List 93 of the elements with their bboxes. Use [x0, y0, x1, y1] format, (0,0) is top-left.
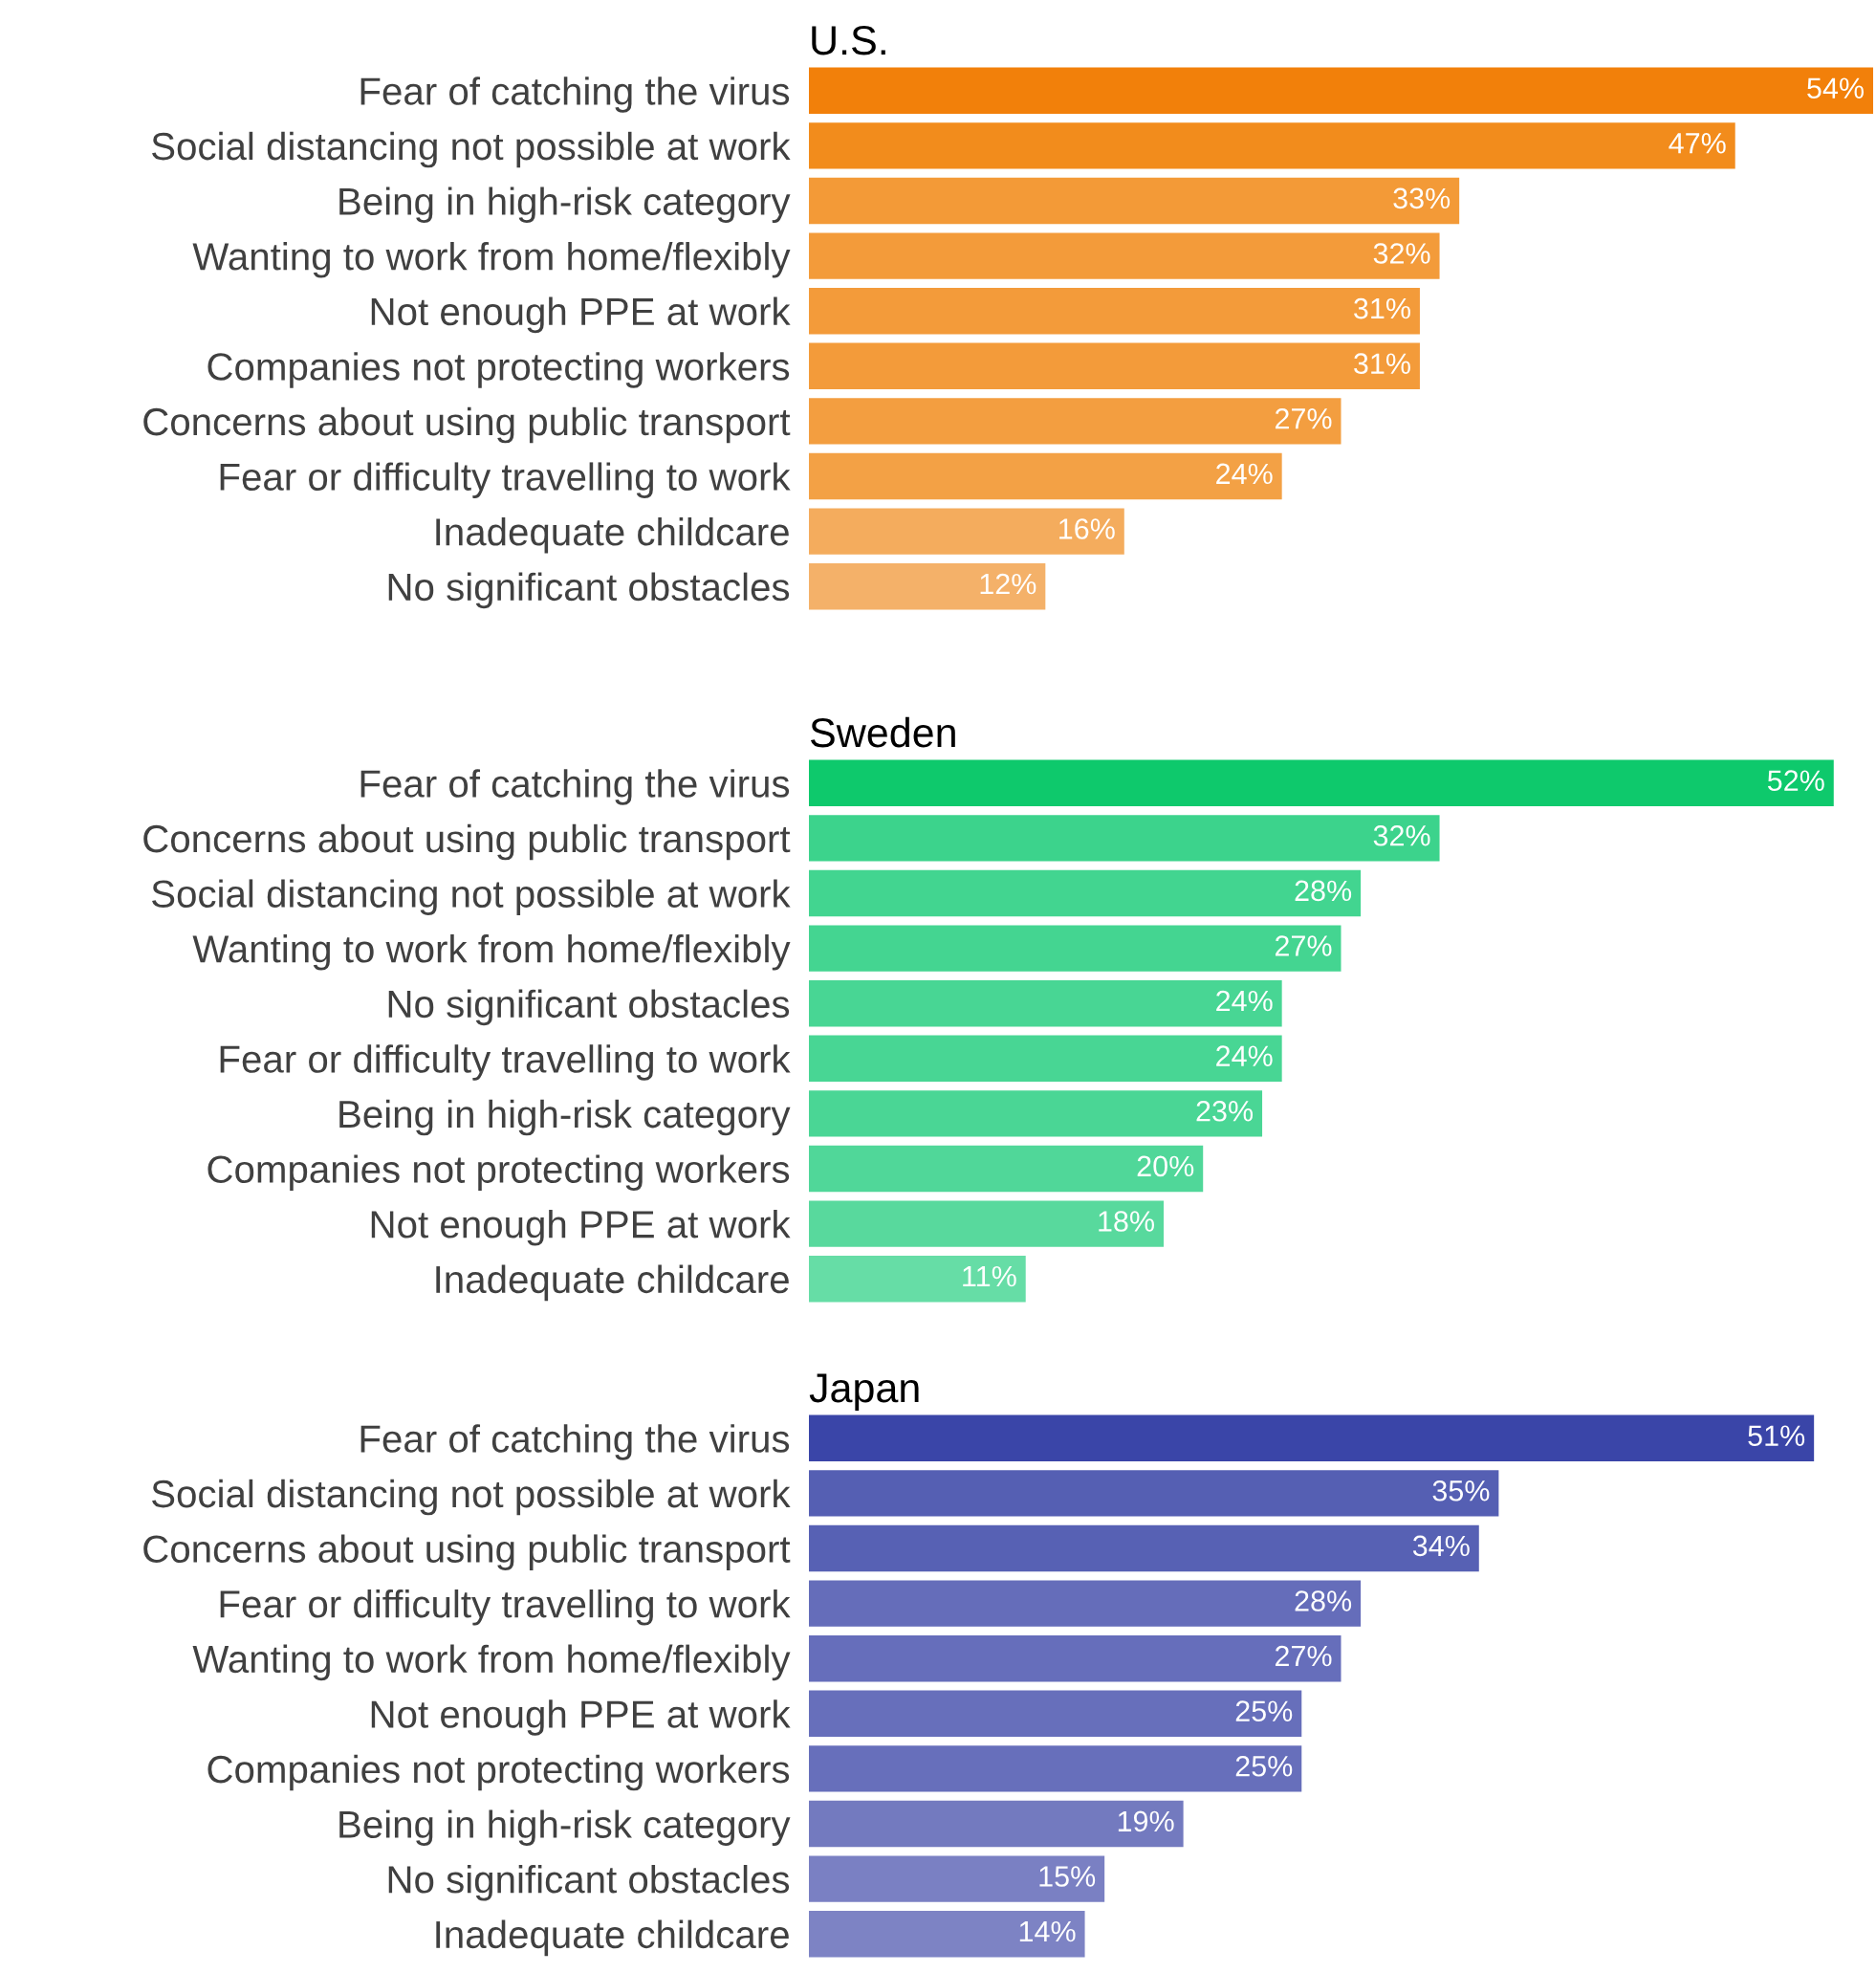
data-label: 23%	[1196, 1100, 1254, 1122]
data-label: 20%	[1137, 1155, 1194, 1177]
bar	[809, 1690, 1302, 1737]
data-label: 27%	[1275, 935, 1332, 956]
bar	[809, 759, 1834, 806]
data-label: 12%	[980, 573, 1036, 595]
data-label: 51%	[1748, 1425, 1805, 1446]
y-tick-label: Inadequate childcare	[436, 517, 789, 554]
bar	[809, 1524, 1479, 1572]
bar	[809, 1414, 1815, 1461]
y-tick-label: Social distancing not possible at work	[152, 1479, 791, 1516]
y-tick-label: Fear of catching the virus	[360, 769, 790, 805]
y-tick-label: Being in high-risk category	[339, 1099, 791, 1136]
y-tick-label: No significant obstacles	[388, 1865, 790, 1901]
bar	[809, 1800, 1184, 1848]
y-tick-label: Inadequate childcare	[436, 1919, 789, 1957]
bar	[809, 342, 1420, 389]
y-tick-label: Not enough PPE at work	[371, 1699, 791, 1736]
bar	[809, 67, 1873, 114]
y-tick-label: Concerns about using public transport	[143, 1534, 791, 1570]
y-tick-label: Companies not protecting workers	[207, 1154, 790, 1191]
data-label: 18%	[1099, 1211, 1155, 1232]
data-label: 27%	[1275, 1645, 1332, 1667]
y-tick-label: Being in high-risk category	[339, 1809, 791, 1846]
bar	[809, 1200, 1164, 1247]
bar	[809, 232, 1440, 279]
bar	[809, 1855, 1105, 1902]
y-tick-label: Wanting to work from home/flexibly	[192, 934, 791, 971]
data-label: 32%	[1373, 824, 1430, 846]
bar	[809, 980, 1282, 1027]
data-label: 28%	[1295, 1590, 1352, 1611]
chart-title: Sweden	[810, 716, 955, 748]
y-tick-label: Fear or difficulty travelling to work	[220, 1589, 791, 1626]
data-label: 31%	[1354, 297, 1410, 319]
y-tick-label: Concerns about using public transport	[143, 823, 791, 861]
data-label: 33%	[1393, 187, 1451, 209]
bar	[809, 925, 1342, 972]
data-label: 28%	[1295, 880, 1352, 902]
data-label: 15%	[1039, 1866, 1096, 1887]
bar	[809, 1035, 1282, 1082]
data-label: 32%	[1373, 243, 1430, 264]
bar	[809, 1145, 1204, 1193]
data-label: 19%	[1118, 1810, 1174, 1832]
y-tick-label: Not enough PPE at work	[371, 1210, 791, 1246]
data-label: 47%	[1669, 133, 1726, 154]
chart-title: Japan	[809, 1373, 919, 1411]
bar	[809, 508, 1124, 555]
data-label: 25%	[1235, 1755, 1293, 1777]
y-tick-label: Being in high-risk category	[339, 186, 791, 223]
bar	[809, 177, 1460, 225]
bar	[809, 869, 1362, 917]
bar	[809, 398, 1342, 445]
y-tick-label: No significant obstacles	[388, 989, 790, 1026]
y-tick-label: Companies not protecting workers	[207, 1754, 790, 1791]
bar	[809, 1580, 1362, 1627]
data-label: 14%	[1019, 1920, 1076, 1942]
data-label: 54%	[1807, 77, 1865, 99]
chart-title: U.S.	[812, 26, 885, 55]
data-label: 24%	[1216, 990, 1273, 1012]
bar	[809, 452, 1282, 500]
y-tick-label: Fear of catching the virus	[360, 77, 790, 113]
y-tick-label: Social distancing not possible at work	[152, 131, 791, 168]
bar	[809, 1256, 1026, 1303]
bar	[809, 1635, 1342, 1682]
data-label: 24%	[1216, 463, 1273, 485]
bar	[809, 815, 1440, 862]
y-tick-label: Wanting to work from home/flexibly	[192, 1644, 791, 1681]
bar	[809, 122, 1735, 169]
y-tick-label: Concerns about using public transport	[143, 406, 791, 444]
bar	[809, 1090, 1263, 1137]
y-tick-label: Companies not protecting workers	[207, 352, 790, 388]
y-tick-label: Social distancing not possible at work	[152, 879, 791, 915]
data-label: 34%	[1412, 1535, 1470, 1557]
bar	[809, 1745, 1302, 1792]
y-tick-label: No significant obstacles	[388, 572, 790, 609]
data-label: 35%	[1432, 1480, 1490, 1502]
y-tick-label: Wanting to work from home/flexibly	[192, 242, 791, 278]
data-label: 11%	[963, 1265, 1016, 1287]
data-label: 25%	[1235, 1700, 1293, 1721]
data-label: 52%	[1767, 770, 1824, 791]
y-tick-label: Inadequate childcare	[436, 1264, 789, 1302]
y-tick-label: Fear or difficulty travelling to work	[220, 1044, 791, 1081]
data-label: 16%	[1059, 518, 1115, 539]
bar	[809, 288, 1420, 335]
bar	[809, 563, 1046, 610]
y-tick-label: Fear of catching the virus	[360, 1424, 790, 1460]
data-label: 24%	[1216, 1045, 1273, 1066]
data-label: 27%	[1275, 407, 1332, 429]
data-label: 31%	[1354, 353, 1410, 374]
bar	[809, 1911, 1085, 1958]
bar	[809, 1470, 1499, 1517]
y-tick-label: Not enough PPE at work	[371, 296, 791, 334]
y-tick-label: Fear or difficulty travelling to work	[220, 462, 791, 498]
